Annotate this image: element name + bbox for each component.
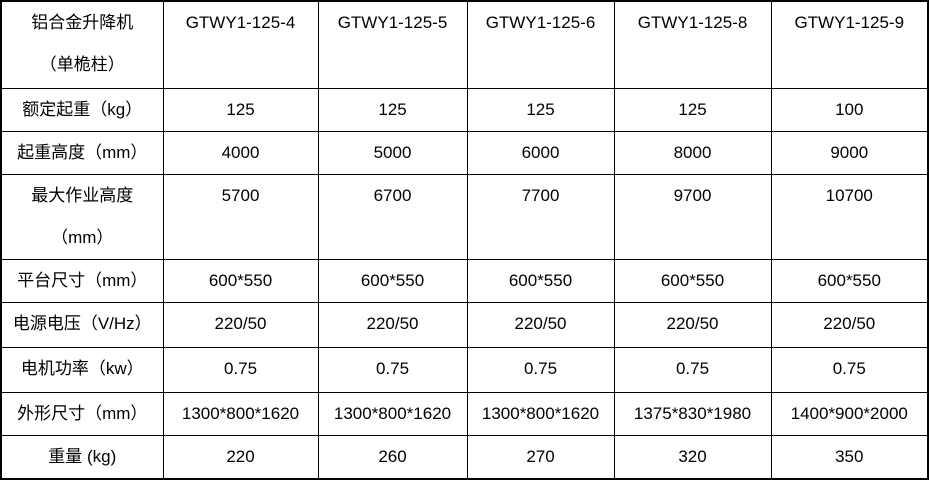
row-motor-power: 电机功率（kw） 0.75 0.75 0.75 0.75 0.75	[0, 347, 929, 393]
row-rated-load: 额定起重（kg） 125 125 125 125 100	[0, 88, 929, 132]
model-header-5: GTWY1-125-9	[770, 0, 929, 89]
model-header-1: GTWY1-125-4	[162, 0, 319, 89]
spec-value-cell: 125	[613, 88, 772, 132]
spec-value-cell: 125	[466, 88, 615, 132]
spec-value-cell: 4000	[162, 131, 319, 175]
product-name-line2: （单桅柱）	[39, 55, 125, 74]
row-label-motor-power: 电机功率（kw）	[0, 347, 164, 393]
spec-value-cell: 260	[317, 435, 468, 480]
spec-value-cell: 125	[162, 88, 319, 132]
model-header-4: GTWY1-125-8	[613, 0, 772, 89]
row-lifting-height: 起重高度（mm） 4000 5000 6000 8000 9000	[0, 131, 929, 175]
row-label-max-working-height: 最大作业高度 （mm）	[0, 174, 164, 260]
max-working-height-line2: （mm）	[51, 228, 114, 247]
row-label-rated-load: 额定起重（kg）	[0, 88, 164, 132]
row-platform-size: 平台尺寸（mm） 600*550 600*550 600*550 600*550…	[0, 259, 929, 303]
row-label-weight: 重量 (kg)	[0, 435, 164, 480]
spec-value-cell: 270	[466, 435, 615, 480]
spec-value-cell: 1300*800*1620	[466, 392, 615, 436]
spec-value-cell: 220/50	[613, 302, 772, 348]
spec-value-cell: 8000	[613, 131, 772, 175]
spec-value-cell: 600*550	[317, 259, 468, 303]
row-overall-dimensions: 外形尺寸（mm） 1300*800*1620 1300*800*1620 130…	[0, 392, 929, 436]
spec-value-cell: 100	[770, 88, 929, 132]
spec-value-cell: 220/50	[162, 302, 319, 348]
spec-value-cell: 7700	[466, 174, 615, 260]
spec-value-cell: 5000	[317, 131, 468, 175]
spec-value-cell: 5700	[162, 174, 319, 260]
spec-value-cell: 1300*800*1620	[162, 392, 319, 436]
spec-value-cell: 125	[317, 88, 468, 132]
spec-value-cell: 220/50	[317, 302, 468, 348]
model-header-2: GTWY1-125-5	[317, 0, 468, 89]
row-label-lifting-height: 起重高度（mm）	[0, 131, 164, 175]
spec-value-cell: 600*550	[162, 259, 319, 303]
row-label-platform-size: 平台尺寸（mm）	[0, 259, 164, 303]
spec-value-cell: 1300*800*1620	[317, 392, 468, 436]
row-label-power-voltage: 电源电压（V/Hz）	[0, 302, 164, 348]
header-row: 铝合金升降机 （单桅柱） GTWY1-125-4 GTWY1-125-5 GTW…	[0, 0, 929, 89]
spec-value-cell: 350	[770, 435, 929, 480]
spec-value-cell: 220/50	[466, 302, 615, 348]
product-name-cell: 铝合金升降机 （单桅柱）	[0, 0, 164, 89]
row-max-working-height: 最大作业高度 （mm） 5700 6700 7700 9700 10700	[0, 174, 929, 260]
spec-value-cell: 0.75	[466, 347, 615, 393]
spec-value-cell: 6000	[466, 131, 615, 175]
spec-value-cell: 0.75	[770, 347, 929, 393]
spec-value-cell: 600*550	[613, 259, 772, 303]
spec-value-cell: 600*550	[770, 259, 929, 303]
max-working-height-line1: 最大作业高度	[31, 186, 134, 205]
spec-value-cell: 0.75	[162, 347, 319, 393]
spec-value-cell: 600*550	[466, 259, 615, 303]
model-header-3: GTWY1-125-6	[466, 0, 615, 89]
spec-value-cell: 0.75	[317, 347, 468, 393]
spec-value-cell: 0.75	[613, 347, 772, 393]
spec-value-cell: 9700	[613, 174, 772, 260]
product-name-line1: 铝合金升降机	[31, 13, 134, 32]
row-weight: 重量 (kg) 220 260 270 320 350	[0, 435, 929, 480]
spec-value-cell: 10700	[770, 174, 929, 260]
row-label-overall-dimensions: 外形尺寸（mm）	[0, 392, 164, 436]
spec-value-cell: 9000	[770, 131, 929, 175]
spec-value-cell: 6700	[317, 174, 468, 260]
spec-value-cell: 320	[613, 435, 772, 480]
spec-value-cell: 1400*900*2000	[770, 392, 929, 436]
spec-value-cell: 220	[162, 435, 319, 480]
row-power-voltage: 电源电压（V/Hz） 220/50 220/50 220/50 220/50 2…	[0, 302, 929, 348]
spec-value-cell: 1375*830*1980	[613, 392, 772, 436]
spec-value-cell: 220/50	[770, 302, 929, 348]
